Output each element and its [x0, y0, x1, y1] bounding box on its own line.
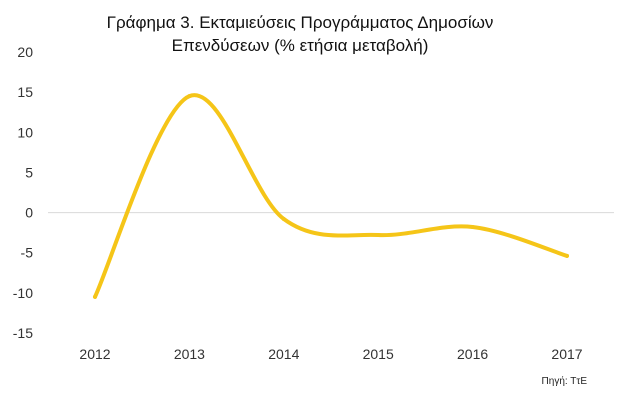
y-tick-label: 20: [17, 44, 33, 60]
chart-title-line2: Επενδύσεων (% ετήσια μεταβολή): [172, 36, 429, 55]
x-tick-label: 2012: [79, 346, 110, 362]
x-tick-label: 2016: [457, 346, 488, 362]
y-tick-label: -5: [21, 245, 34, 261]
data-point-2012: [93, 294, 97, 299]
y-tick-label: 15: [17, 84, 33, 100]
x-tick-label: 2015: [363, 346, 394, 362]
y-axis: 20 15 10 5 0 -5 -10 -15: [13, 44, 33, 341]
y-tick-label: -10: [13, 285, 33, 301]
x-axis: 2012 2013 2014 2015 2016 2017: [79, 346, 582, 362]
series-layer: [93, 93, 569, 299]
x-tick-label: 2017: [551, 346, 582, 362]
x-tick-label: 2013: [174, 346, 205, 362]
y-tick-label: 10: [17, 124, 33, 140]
data-point-2014: [281, 216, 286, 221]
y-tick-label: 5: [25, 164, 33, 180]
source-note: Πηγή: ΤτΕ: [542, 375, 588, 387]
chart-title-line1: Γράφημα 3. Εκταμιεύσεις Προγράμματος Δημ…: [107, 13, 494, 32]
y-tick-label: 0: [25, 205, 33, 221]
data-point-2017: [565, 253, 569, 258]
y-tick-label: -15: [13, 325, 33, 341]
data-point-2016: [470, 225, 475, 230]
x-tick-label: 2014: [268, 346, 299, 362]
data-point-2015: [376, 233, 381, 238]
data-point-2013: [187, 94, 192, 99]
series-line: [93, 93, 569, 299]
